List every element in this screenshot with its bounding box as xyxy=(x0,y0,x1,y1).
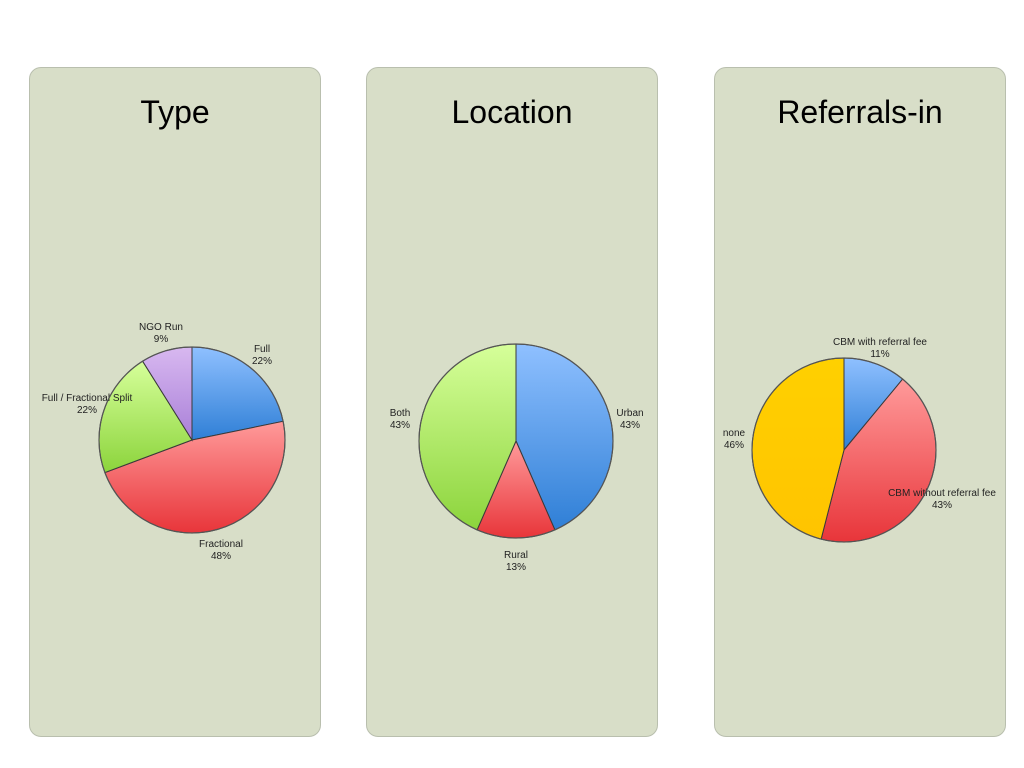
pie-outline xyxy=(751,357,937,543)
slice-label-fractional: Fractional 48% xyxy=(199,539,243,562)
referrals-pie-chart: CBM with referral fee 11% CBM without refe… xyxy=(723,337,996,543)
chart-title-type: Type xyxy=(140,94,210,130)
chart-title-location: Location xyxy=(451,94,573,130)
slice-label-full-fractional-split: Full / Fractional Split 22% xyxy=(42,393,133,416)
slice-label-urban: Urban 43% xyxy=(616,408,643,431)
pie-outline xyxy=(418,343,614,539)
slice-label-both: Both 43% xyxy=(390,408,411,431)
slice-label-full: Full 22% xyxy=(252,344,272,367)
pie-outline xyxy=(98,346,286,534)
slice-label-ngo-run: NGO Run 9% xyxy=(139,322,183,345)
slice-label-rural: Rural 13% xyxy=(504,550,528,573)
slice-label-cbm-with-referral-fee: CBM with referral fee 11% xyxy=(833,337,927,360)
location-chart-panel: Location Urban 43% Rural 13% Both 43% xyxy=(366,67,658,737)
slice-label-cbm-without-referral-fee: CBM without referral fee 43% xyxy=(888,488,996,511)
chart-title-referrals: Referrals-in xyxy=(777,94,943,130)
slice-label-none: none 46% xyxy=(723,428,746,451)
type-chart-panel: Type Full 22% Fractional 48% Full / Fraction… xyxy=(29,67,321,737)
type-pie-chart: Full 22% Fractional 48% Full / Fractional Sp… xyxy=(42,322,286,562)
referrals-chart-panel: Referrals-in CBM with referral fee 11% CBM… xyxy=(714,67,1006,737)
location-pie-chart: Urban 43% Rural 13% Both 43% xyxy=(390,343,644,573)
